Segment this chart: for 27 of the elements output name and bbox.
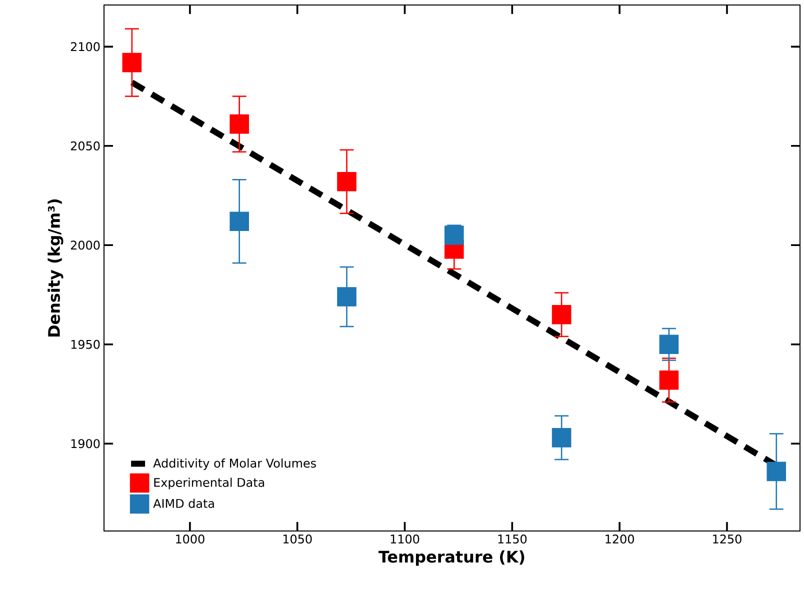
x-tick-label: 1150 <box>498 534 527 544</box>
y-tick-label: 2100 <box>70 42 100 52</box>
y-tick-label: 1950 <box>71 340 100 349</box>
legend-label: Additivity of Molar Volumes <box>153 458 316 470</box>
point <box>444 226 464 245</box>
x-tick-label: 1050 <box>283 534 312 544</box>
y-tick-label: 2000 <box>70 240 100 250</box>
x-axis-title: Temperature (K) <box>378 550 524 566</box>
legend-label: AIMD data <box>153 498 214 508</box>
point <box>659 370 679 390</box>
x-tick-label: 1200 <box>606 534 634 544</box>
point <box>766 462 786 482</box>
x-tick-label: 1250 <box>713 534 742 544</box>
point <box>337 287 356 306</box>
point <box>230 114 249 134</box>
point <box>230 212 249 231</box>
point <box>122 52 142 72</box>
y-axis-title: Density (kg/m³) <box>48 199 64 336</box>
x-tick-label: 1000 <box>176 534 204 544</box>
point <box>552 304 572 324</box>
y-tick-label: 2050 <box>70 141 100 150</box>
point <box>659 334 679 354</box>
y-tick-label: 1900 <box>71 439 100 448</box>
legend-label: Experimental Data <box>154 478 264 490</box>
point <box>552 428 572 448</box>
x-tick-label: 1100 <box>390 534 420 544</box>
point <box>337 172 356 192</box>
